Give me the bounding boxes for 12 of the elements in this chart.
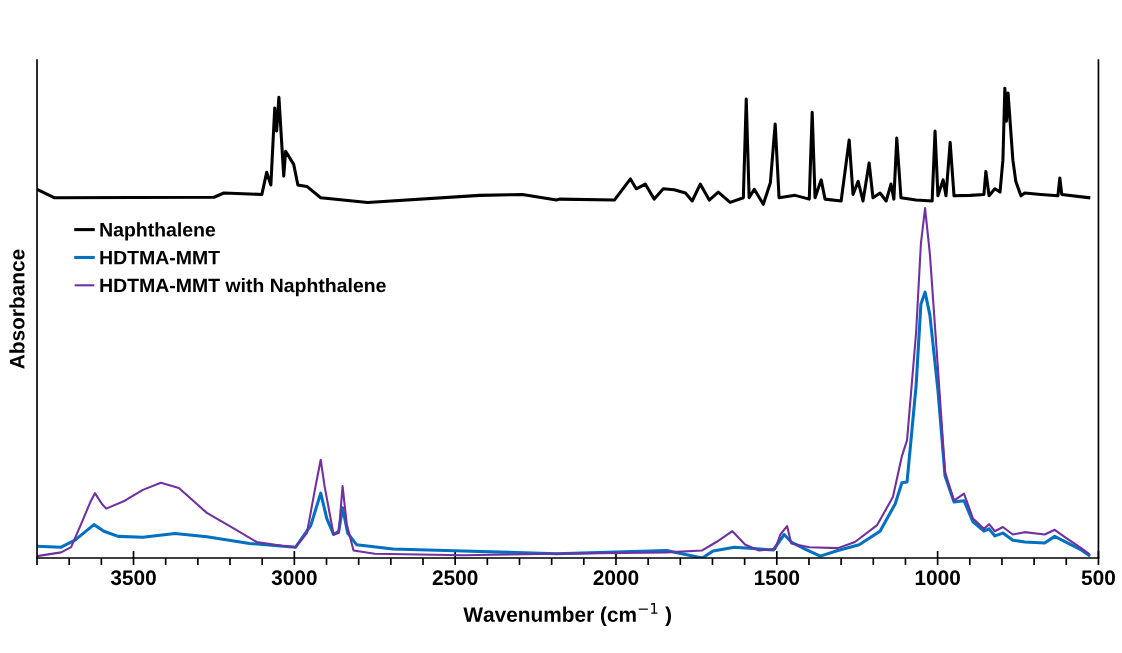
x-tick-label: 2000 bbox=[593, 570, 639, 586]
x-tick-label: 500 bbox=[1081, 570, 1115, 586]
x-tick-label: 1000 bbox=[915, 570, 960, 586]
x-tick-label: 3500 bbox=[110, 570, 156, 586]
legend-label: Naphthalene bbox=[100, 222, 216, 241]
legend-label: HDTMA-MMT with Naphthalene bbox=[100, 278, 386, 297]
x-tick-label: 1500 bbox=[754, 570, 800, 586]
legend-label: HDTMA-MMT bbox=[100, 250, 220, 265]
x-axis-title: Wavenumber (cm$^{−1}$ ) bbox=[463, 603, 671, 627]
x-tick-label: 2500 bbox=[432, 570, 478, 586]
x-tick-label: 3000 bbox=[271, 570, 317, 586]
y-axis-title: Absorbance bbox=[9, 249, 25, 369]
